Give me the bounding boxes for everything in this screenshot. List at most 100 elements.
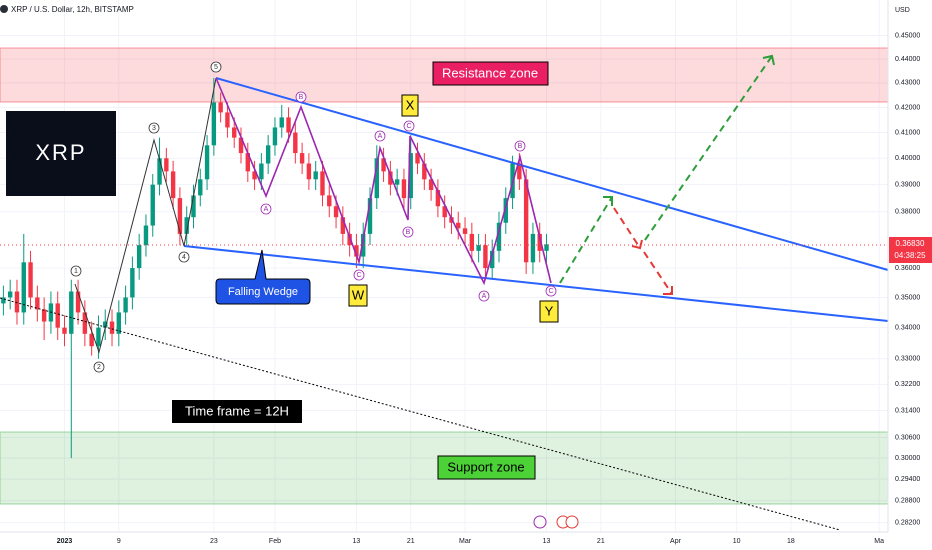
candle-body	[490, 250, 495, 269]
last-price: 0.36830	[896, 239, 925, 248]
label-box	[437, 455, 536, 480]
wave-marker	[178, 251, 190, 263]
wave-labels: 1 2 3 4 5 A B C A B C A B C W X Y	[70, 61, 559, 373]
event-icon[interactable]	[565, 515, 579, 529]
wave-marker	[70, 265, 82, 277]
candle-body	[286, 117, 291, 133]
y-tick-label: 0.38000	[895, 209, 920, 216]
wave-label: A	[482, 293, 487, 300]
wave-label: A	[264, 206, 269, 213]
x-tick-label: 13	[353, 538, 361, 545]
x-tick-label: 21	[407, 538, 415, 545]
y-tick-label: 0.33000	[895, 356, 920, 363]
candle-body	[14, 291, 20, 313]
wave-label: B	[299, 94, 304, 101]
y-tick-label: 0.30000	[895, 455, 920, 462]
wave-marker	[545, 285, 557, 297]
logo	[6, 111, 116, 196]
projection-up	[559, 196, 613, 284]
x-tick-label: Feb	[269, 538, 281, 545]
wave-label: 3	[152, 125, 156, 132]
candle-body	[265, 145, 271, 164]
wave-label: B	[406, 229, 411, 236]
label-box	[432, 61, 549, 86]
candle-body	[293, 132, 298, 154]
candle-body	[435, 190, 441, 207]
candle-body	[252, 171, 257, 180]
x-tick-label: Apr	[670, 538, 682, 545]
y-tick-label: 0.44000	[895, 56, 920, 63]
x-tick-label: 13	[543, 538, 551, 545]
candle-body	[35, 297, 40, 310]
timeframe-note: Time frame = 12H	[185, 403, 289, 418]
y-tick-label: 0.30600	[895, 434, 920, 441]
candle-body	[408, 153, 413, 199]
candle-body	[354, 245, 359, 257]
candle-body	[428, 179, 434, 191]
wave-marker	[353, 269, 365, 281]
candle-body	[279, 117, 284, 128]
candle-body	[204, 145, 210, 180]
x-tick-label: 10	[733, 538, 741, 545]
event-icon[interactable]	[533, 515, 547, 529]
candle-body	[313, 171, 318, 180]
wave-marker	[402, 226, 414, 238]
candle-body	[469, 233, 475, 251]
y-tick-label: 0.45000	[895, 32, 920, 39]
candle-body	[164, 158, 169, 172]
candle-body	[103, 321, 108, 328]
candle-body	[123, 297, 128, 313]
wedge-lower	[183, 245, 889, 322]
candle-body	[320, 171, 325, 196]
axis-labels: 0.45000 0.44000 0.43000 0.42000 0.41000 0.400…	[57, 32, 921, 544]
wave-label: C	[406, 123, 411, 130]
x-tick-label: 21	[597, 538, 605, 545]
x-tick-label: 23	[210, 538, 218, 545]
candle-body	[143, 225, 149, 246]
chart-title: XRP / U.S. Dollar, 12h, BITSTAMP	[11, 5, 134, 14]
projection-up	[644, 55, 773, 241]
candle-body	[7, 291, 13, 298]
wave-marker	[374, 130, 386, 142]
candle-body	[136, 245, 142, 269]
structure-box	[348, 284, 368, 307]
candle-body	[150, 184, 155, 226]
y-tick-label: 0.29400	[895, 476, 920, 483]
y-tick-label: 0.41000	[895, 129, 920, 136]
y-tick-label: 0.35000	[895, 294, 920, 301]
candle-body	[218, 102, 223, 113]
candle-body	[327, 195, 332, 207]
candle-body	[211, 102, 217, 146]
arrow-head	[603, 196, 613, 206]
countdown: 04:38:25	[894, 251, 926, 260]
y-tick-label: 0.36000	[895, 265, 920, 272]
candle-body	[496, 222, 502, 251]
candle-body	[394, 179, 400, 185]
wave-label: 1	[74, 268, 78, 275]
arrow-head	[663, 286, 673, 295]
candle-body	[259, 163, 264, 180]
candle-body	[503, 198, 508, 223]
candle-body	[157, 158, 162, 185]
candle-body	[374, 158, 379, 199]
candle-body	[245, 153, 250, 172]
symbol-icon	[0, 5, 8, 13]
candle-body	[55, 303, 60, 328]
candle-body	[225, 112, 230, 128]
candle-body	[530, 233, 536, 263]
wave-marker	[260, 203, 272, 215]
arrow-head	[631, 239, 643, 250]
candle-body	[483, 245, 488, 269]
x-tick-label: Ma	[874, 538, 884, 545]
y-tick-label: 0.40000	[895, 155, 920, 162]
y-tick-label: 0.31400	[895, 407, 920, 414]
candle-body	[381, 158, 386, 172]
wave-label: B	[518, 143, 523, 150]
candle-body	[306, 163, 312, 180]
candle-body	[442, 206, 447, 218]
price-axis	[888, 0, 932, 550]
wave-marker	[93, 361, 105, 373]
zone-label: Resistance zone	[442, 65, 538, 80]
y-tick-label: 0.28200	[895, 519, 920, 526]
wave-marker	[148, 122, 160, 134]
